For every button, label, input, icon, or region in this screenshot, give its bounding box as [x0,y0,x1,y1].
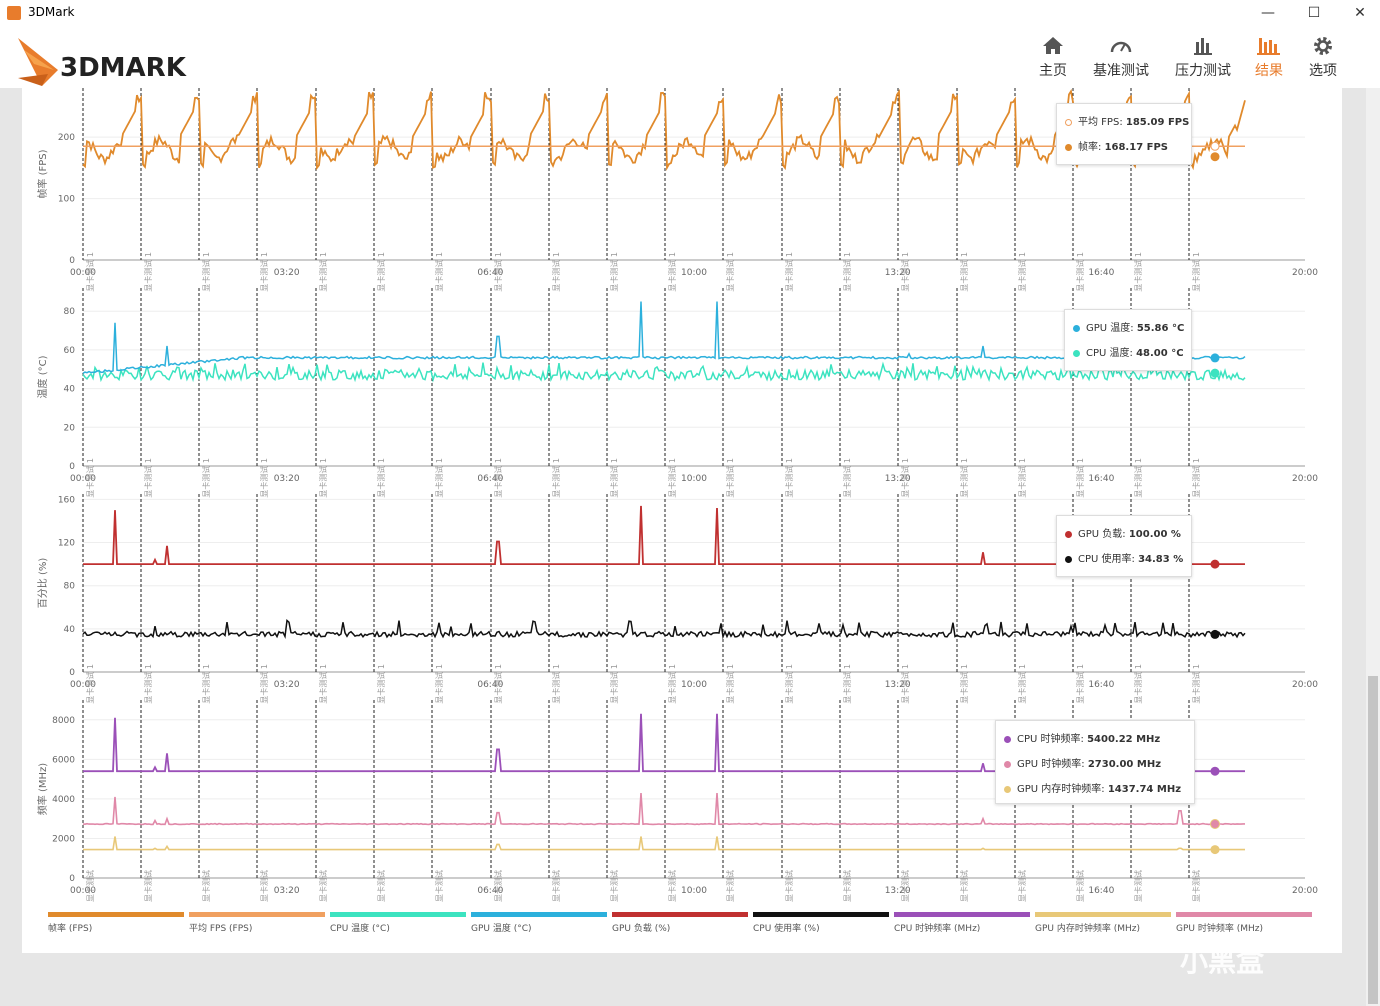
nav-home[interactable]: 主页 [1036,34,1070,80]
nav-label: 主页 [1039,63,1067,79]
legend-item[interactable]: GPU 时钟频率 (MHz) [1176,912,1312,936]
tooltip-label: CPU 时钟频率 [1017,734,1081,745]
legend-item[interactable]: 平均 FPS (FPS) [189,912,325,936]
tooltip-label: 平均 FPS [1078,117,1120,128]
legend-swatch [471,912,607,917]
tooltip-value: 168.17 FPS [1104,142,1168,153]
results-icon [1257,38,1280,55]
scrollbar-thumb[interactable] [1368,676,1378,1004]
legend-item[interactable]: GPU 温度 (°C) [471,912,607,936]
legend-swatch [612,912,748,917]
gpu-load-dot [1065,530,1072,538]
app-icon [7,6,21,20]
tooltip-label: GPU 内存时钟频率 [1017,784,1102,795]
tooltip-value: 34.83 % [1138,554,1184,565]
gear-icon [1314,37,1332,55]
nav-stress-test[interactable]: 压力测试 [1172,34,1234,80]
nav-options[interactable]: 选项 [1306,34,1340,80]
fps-dot [1065,143,1072,151]
legend-swatch [48,912,184,917]
tooltip-clock: CPU 时钟频率: 5400.22 MHz GPU 时钟频率: 2730.00 … [995,720,1195,804]
legend-label: 平均 FPS (FPS) [189,924,253,934]
legend-item[interactable]: GPU 负载 (%) [612,912,748,936]
nav-label: 结果 [1255,63,1283,79]
legend-label: 帧率 (FPS) [48,924,93,934]
gpu-temp-dot [1073,324,1080,332]
legend-label: CPU 时钟频率 (MHz) [894,924,981,934]
minimize-button[interactable]: — [1261,5,1275,21]
legend-item[interactable]: CPU 使用率 (%) [753,912,889,936]
legend-swatch [1035,912,1171,917]
tooltip-value: 48.00 °C [1136,348,1184,359]
avg-fps-dot [1065,118,1072,126]
3dmark-logo[interactable]: 3DMARK [14,36,224,90]
tooltip-value: 100.00 % [1128,529,1181,540]
nav-results[interactable]: 结果 [1252,34,1286,80]
legend-label: GPU 负载 (%) [612,924,671,934]
tooltip-label: CPU 使用率 [1078,554,1132,565]
legend-item[interactable]: 帧率 (FPS) [48,912,184,936]
cpu-clock-dot [1004,735,1011,743]
legend-swatch [1176,912,1312,917]
cpu-temp-dot [1073,349,1080,357]
bar-chart-icon [1194,38,1212,55]
logo-text: 3DMARK [60,53,187,83]
title-bar: 3DMark — ☐ ✕ [0,0,1380,26]
tooltip-label: GPU 温度 [1086,323,1131,334]
tooltip-value: 185.09 FPS [1125,117,1190,128]
legend-label: CPU 温度 (°C) [330,924,390,934]
tooltip-temp: GPU 温度: 55.86 °C CPU 温度: 48.00 °C [1064,309,1192,371]
cpu-usage-dot [1065,555,1072,563]
gauge-icon [1110,41,1132,53]
tooltip-label: CPU 温度 [1086,348,1130,359]
window-title: 3DMark [28,5,75,19]
legend-swatch [330,912,466,917]
app-header: 3DMARK 主页 基准测试 压力测试 结果 选项 [0,26,1380,88]
tooltip-label: GPU 时钟频率 [1017,759,1082,770]
watermark-text: 小黑盒 [1180,945,1265,978]
nav-label: 压力测试 [1175,63,1231,79]
tooltip-label: 帧率 [1078,142,1098,153]
tooltip-value: 5400.22 MHz [1087,734,1161,745]
legend-label: CPU 使用率 (%) [753,924,820,934]
tooltip-load: GPU 负载: 100.00 % CPU 使用率: 34.83 % [1056,515,1192,577]
legend-swatch [894,912,1030,917]
nav-label: 基准测试 [1093,63,1149,79]
tooltip-label: GPU 负载 [1078,529,1123,540]
tooltip-fps: 平均 FPS: 185.09 FPS 帧率: 168.17 FPS [1056,103,1192,165]
legend-item[interactable]: GPU 内存时钟频率 (MHz) [1035,912,1171,936]
tooltip-value: 1437.74 MHz [1107,784,1182,795]
legend-label: GPU 时钟频率 (MHz) [1176,924,1263,934]
home-icon [1043,37,1063,54]
tooltip-value: 2730.00 MHz [1087,759,1162,770]
legend-label: GPU 温度 (°C) [471,924,532,934]
close-button[interactable]: ✕ [1354,5,1366,21]
legend-item[interactable]: CPU 时钟频率 (MHz) [894,912,1030,936]
legend-label: GPU 内存时钟频率 (MHz) [1035,924,1140,934]
legend-swatch [189,912,325,917]
nav-benchmark[interactable]: 基准测试 [1090,34,1152,80]
legend-swatch [753,912,889,917]
legend-item[interactable]: CPU 温度 (°C) [330,912,466,936]
tooltip-value: 55.86 °C [1136,323,1185,334]
maximize-button[interactable]: ☐ [1307,5,1321,21]
gpu-mem-clock-dot [1004,785,1011,793]
nav-label: 选项 [1309,63,1337,79]
gpu-clock-dot [1004,760,1011,768]
